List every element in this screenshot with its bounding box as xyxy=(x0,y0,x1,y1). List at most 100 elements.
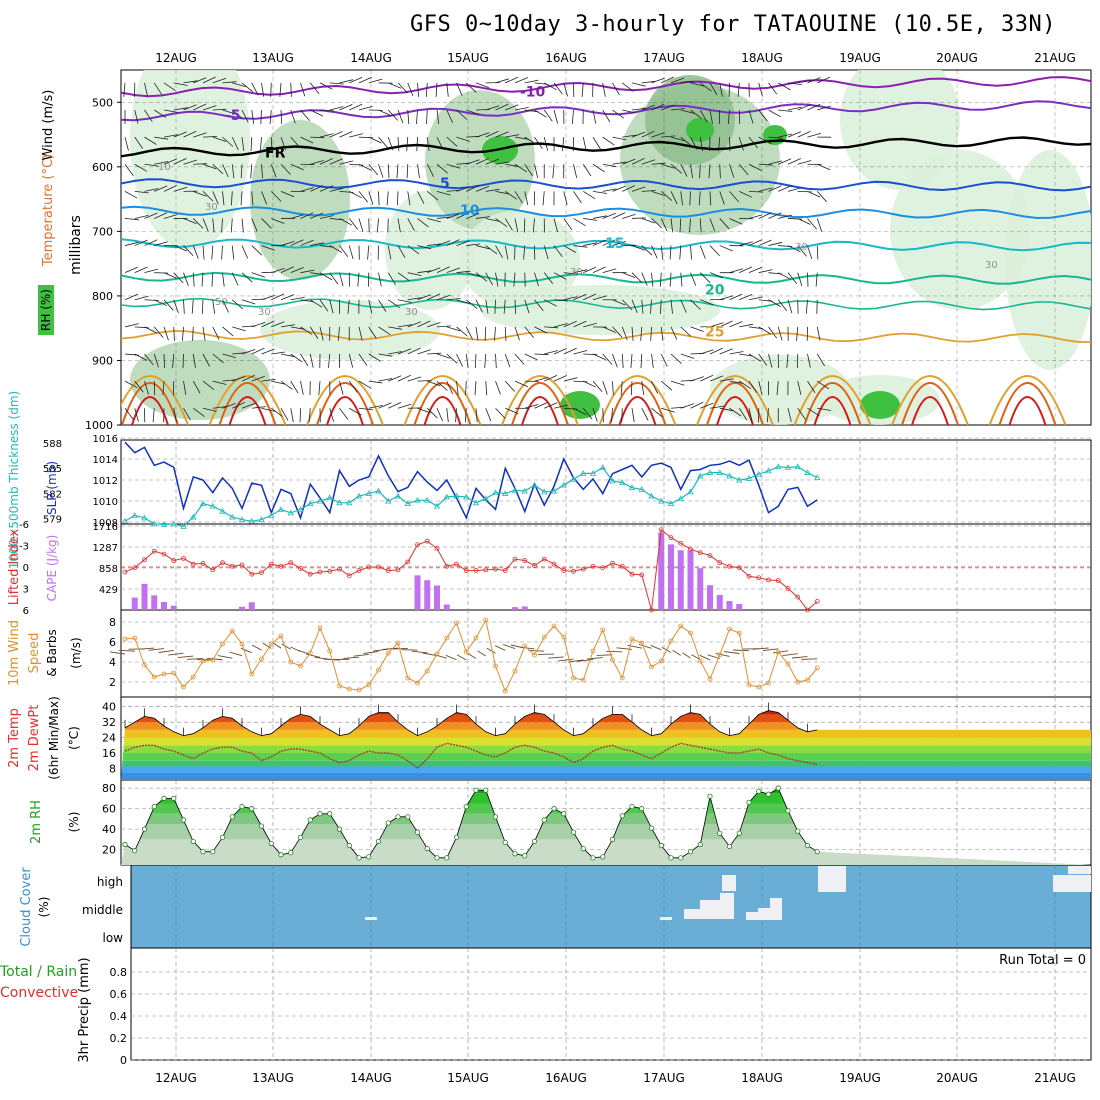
wind-barb xyxy=(231,245,235,260)
rh-shade-4 xyxy=(460,210,580,310)
wind10m-point xyxy=(775,649,781,655)
lifted-index-point xyxy=(181,556,186,561)
wind10m-point xyxy=(561,634,567,640)
wind-barb xyxy=(173,158,187,165)
wind-barb xyxy=(202,353,210,367)
thickness-point xyxy=(433,502,441,509)
wind-barb xyxy=(368,163,379,176)
wind10m-point xyxy=(307,650,313,656)
wind-barb xyxy=(622,134,637,138)
rh2m-point xyxy=(219,834,226,840)
wind-barb xyxy=(766,408,769,423)
wind10m-barb xyxy=(177,655,194,659)
wind-barb xyxy=(602,109,611,123)
wind-barb xyxy=(134,239,148,246)
cape-bar xyxy=(736,604,743,610)
wind-barb xyxy=(670,218,674,233)
wind-barb xyxy=(534,402,548,409)
wind-barb xyxy=(622,213,636,219)
wind-barb xyxy=(592,239,607,246)
wind10m-point xyxy=(649,664,654,670)
wind-barb xyxy=(328,353,331,368)
wind-barb xyxy=(739,323,754,328)
wind-barb xyxy=(495,380,501,395)
wind-tick-label: 8 xyxy=(109,616,116,629)
lifted-index-point xyxy=(775,578,781,584)
lifted-index-point xyxy=(639,572,645,578)
wind-barb xyxy=(348,380,358,393)
lifted-index-point xyxy=(502,568,508,573)
wind-barb xyxy=(699,218,702,233)
wind-barb xyxy=(514,380,528,388)
rh-contour-label: 30 xyxy=(405,307,418,318)
wind-barb xyxy=(212,326,220,340)
rh2m-point xyxy=(161,795,167,801)
thickness-point xyxy=(628,484,636,491)
wind-barb xyxy=(426,191,439,201)
cape-tick-label: 858 xyxy=(99,564,118,575)
wind-barb xyxy=(563,320,577,328)
thickness-point xyxy=(346,499,353,506)
wind-barb xyxy=(602,163,617,168)
thickness-point xyxy=(229,513,236,520)
wind10m-point xyxy=(707,676,713,682)
cloud-fill xyxy=(660,917,672,920)
isotherm-line xyxy=(121,136,1091,158)
wind-barb xyxy=(134,266,148,274)
cloud-level-label: middle xyxy=(82,903,123,917)
wind-barb xyxy=(787,106,802,111)
lifted-index-point xyxy=(327,568,333,574)
wind-barb xyxy=(660,218,668,232)
wind-barb xyxy=(484,353,487,369)
isotherm-diurnal xyxy=(988,375,1067,425)
wind-barb xyxy=(534,377,549,382)
wind-barb xyxy=(134,353,148,361)
wind-barb xyxy=(670,299,673,314)
thickness-point xyxy=(814,474,821,480)
rh2m-point xyxy=(210,849,216,855)
wind-barb xyxy=(475,272,488,282)
thickness-point xyxy=(287,509,294,516)
wind-barb xyxy=(436,163,448,174)
wind10m-point xyxy=(346,686,352,692)
wind-barb xyxy=(202,218,209,232)
lifted-index-point xyxy=(307,571,313,577)
wind-barb xyxy=(368,191,374,205)
wind-barb xyxy=(456,109,468,120)
wind-barb xyxy=(212,163,224,175)
wind-barb xyxy=(620,381,623,396)
wind-barb xyxy=(435,82,438,97)
slp-tick-label: 1014 xyxy=(93,455,118,466)
wind-barb xyxy=(222,353,237,359)
wind-barb xyxy=(495,131,509,138)
wind-barb xyxy=(319,82,333,90)
wind-barb xyxy=(211,245,214,260)
wind-barb xyxy=(134,109,139,124)
wind-barb xyxy=(329,106,344,111)
wind-barb xyxy=(602,188,617,192)
wind-barb xyxy=(709,218,716,232)
rh2m-point xyxy=(531,838,538,845)
wind-barb xyxy=(172,353,175,369)
wind10m-barb xyxy=(252,644,262,651)
thickness-point xyxy=(385,497,392,504)
wind-barb xyxy=(202,245,205,260)
wind-barb xyxy=(817,163,831,171)
lifted-index-point xyxy=(746,573,752,579)
rh-shade-12 xyxy=(130,340,270,420)
wind-barb xyxy=(251,82,259,96)
wind-barb xyxy=(349,190,362,199)
wind10m-barb xyxy=(382,647,399,650)
wind10m-point xyxy=(756,684,762,690)
isotherm-diurnal xyxy=(793,375,872,425)
wind10m-point xyxy=(541,634,547,640)
wind-barb xyxy=(573,293,587,301)
thickness-tick-label: 588 xyxy=(43,439,62,450)
wind10m-barb xyxy=(762,648,779,652)
wind-barb xyxy=(532,218,535,233)
wind-barb xyxy=(641,80,656,84)
wind-barb xyxy=(154,241,168,246)
wind-barb xyxy=(544,375,558,382)
wind-barb xyxy=(427,380,441,387)
isotherm-diurnal xyxy=(121,375,189,425)
